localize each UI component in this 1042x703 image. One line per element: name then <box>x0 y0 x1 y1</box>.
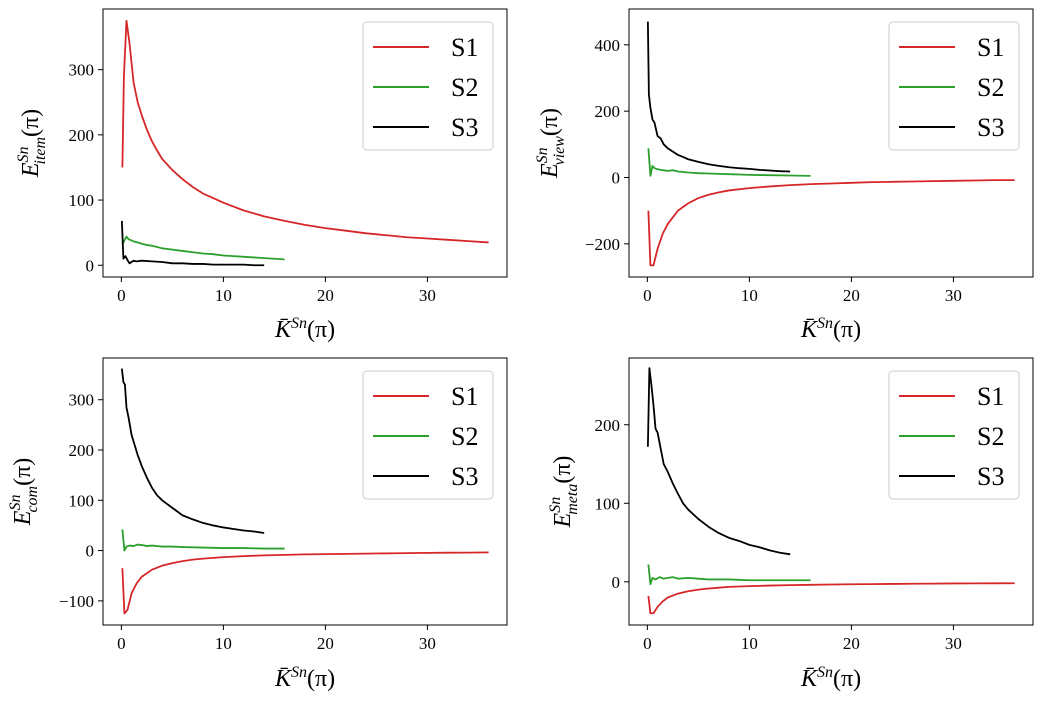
series-line-s2 <box>647 148 811 177</box>
y-axis-label: ESnview(π) <box>534 108 568 179</box>
y-tick-label: 100 <box>69 191 95 210</box>
chart-panel-top-right: 0 10 20 30−2000200400K̄Sn(π)ESnview(π)S1S2S… <box>534 8 1034 343</box>
x-tick-label: 20 <box>843 286 860 305</box>
series-line-s1 <box>121 551 489 615</box>
x-tick-label: 0 <box>643 634 652 653</box>
legend-label-s1: S1 <box>451 33 478 62</box>
chart-panel-bottom-left: 0 10 20 30−1000100200300K̄Sn(π)ESncom(π)S1S… <box>7 357 508 692</box>
y-tick-label: 100 <box>69 491 95 510</box>
legend-label-s3: S3 <box>451 462 478 491</box>
y-tick-label: 0 <box>86 256 95 275</box>
y-tick-label: 0 <box>86 542 95 561</box>
series-line-s3 <box>120 220 265 267</box>
legend-label-s2: S2 <box>977 422 1004 451</box>
series-line-s3 <box>646 21 791 173</box>
y-tick-label: −100 <box>59 592 94 611</box>
x-tick-label: 0 <box>643 286 652 305</box>
legend-label-s1: S1 <box>977 382 1004 411</box>
x-tick-label: 30 <box>419 286 436 305</box>
y-tick-label: 300 <box>69 391 95 410</box>
series-line-s1 <box>647 179 1015 267</box>
y-tick-label: 200 <box>595 102 621 121</box>
legend-label-s2: S2 <box>451 73 478 102</box>
plot-frame <box>628 8 1034 278</box>
legend: S1 S2 S3 <box>362 21 494 151</box>
x-tick-label: 0 <box>117 634 126 653</box>
y-tick-label: −200 <box>585 235 620 254</box>
chart-panel-bottom-right: 0 10 20 30 0 100 200 K̄Sn(π) ESnmeta(π) S1 S2 S3 <box>547 357 1034 692</box>
x-axis-label: K̄Sn(π) <box>800 664 861 692</box>
plot-frame <box>102 8 508 278</box>
series-line-s3 <box>646 367 791 556</box>
y-axis-label: ESnmeta(π) <box>547 456 581 529</box>
legend: S1 S2 S3 <box>888 370 1020 500</box>
x-axis-label: K̄Sn(π) <box>274 664 335 692</box>
legend-label-s1: S1 <box>451 382 478 411</box>
series-line-s3 <box>120 368 265 534</box>
x-tick-label: 30 <box>945 286 962 305</box>
legend-label-s2: S2 <box>977 73 1004 102</box>
x-tick-label: 20 <box>317 634 334 653</box>
series-group <box>646 367 1015 615</box>
series-line-s2 <box>647 564 811 586</box>
y-tick-label: 400 <box>595 36 621 55</box>
series-group <box>120 368 489 615</box>
legend-label-s3: S3 <box>451 113 478 142</box>
x-tick-label: 10 <box>741 286 758 305</box>
legend-label-s1: S1 <box>977 33 1004 62</box>
legend-label-s3: S3 <box>977 113 1004 142</box>
y-tick-label: 0 <box>612 573 621 592</box>
y-tick-label: 200 <box>69 441 95 460</box>
series-line-s1 <box>121 19 489 244</box>
plot-frame <box>102 357 508 626</box>
y-axis-label: ESnitem(π) <box>15 109 49 178</box>
x-tick-label: 30 <box>419 634 436 653</box>
x-tick-label: 10 <box>215 634 232 653</box>
plot-frame <box>628 357 1034 626</box>
x-tick-label: 0 <box>117 286 126 305</box>
y-tick-label: 200 <box>595 416 621 435</box>
series-line-s1 <box>647 582 1015 615</box>
series-group <box>646 21 1015 267</box>
legend: S1 S2 S3 <box>888 21 1020 151</box>
legend: S1 S2 S3 <box>362 370 494 500</box>
x-tick-label: 10 <box>741 634 758 653</box>
y-axis-label: ESncom(π) <box>7 458 41 526</box>
y-tick-label: 100 <box>595 494 621 513</box>
y-tick-label: 300 <box>69 61 95 80</box>
series-line-s2 <box>121 235 285 261</box>
y-tick-label: 200 <box>69 126 95 145</box>
y-tick-label: 0 <box>612 168 621 187</box>
x-tick-label: 10 <box>215 286 232 305</box>
x-axis-label: K̄Sn(π) <box>274 315 335 343</box>
x-tick-label: 20 <box>843 634 860 653</box>
x-axis-label: K̄Sn(π) <box>800 315 861 343</box>
x-tick-label: 20 <box>317 286 334 305</box>
series-group <box>120 19 489 267</box>
series-line-s2 <box>121 529 285 552</box>
legend-label-s3: S3 <box>977 462 1004 491</box>
legend-label-s2: S2 <box>451 422 478 451</box>
x-tick-label: 30 <box>945 634 962 653</box>
